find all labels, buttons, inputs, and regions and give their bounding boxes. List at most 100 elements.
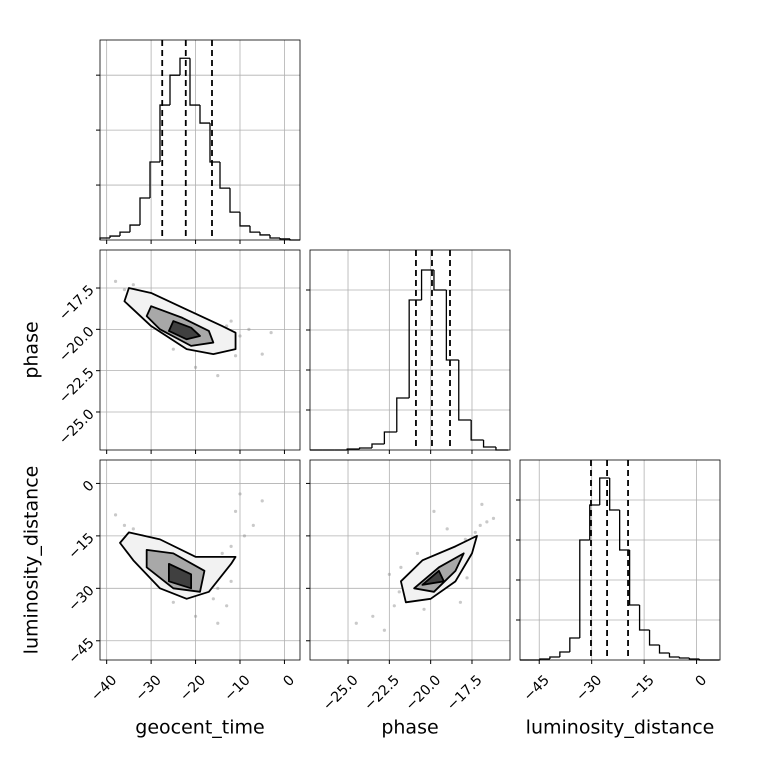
hist-bin [408,299,422,398]
hist-bin [549,656,560,659]
sample-point [371,614,375,618]
x-axis-label: geocent_time [135,717,264,739]
sample-point [216,586,220,590]
y-tick-label: 0 [80,478,98,496]
sample-point [171,347,175,351]
sample-point [238,334,242,338]
sample-point [233,354,238,358]
x-tick-label: −30 [133,672,165,704]
sample-point [211,597,215,601]
hist-bin [239,212,250,227]
y-tick-label: −45 [65,635,97,667]
x-tick-label: −40 [88,672,120,704]
contour [167,320,201,341]
hist-bin [495,447,509,451]
sample-point [122,288,127,292]
x-tick-label: 0 [280,672,298,690]
sample-point [216,621,220,625]
hist-bin [433,270,447,291]
y-axis-label: phase [21,321,43,378]
sample-point [131,283,135,287]
hist-bin [371,443,385,448]
hist-bin [482,440,496,448]
sample-point [216,374,220,378]
hist-bin [445,290,459,361]
sample-point [229,319,233,323]
sample-point [122,523,127,527]
x-axis-label: luminosity_distance [526,717,715,739]
hist-bin [628,550,640,606]
hist-bin [668,653,680,658]
hist-bin [179,57,190,76]
x-tick-label: −25.0 [320,672,362,714]
panel-frame [99,459,301,661]
sample-point [238,492,242,496]
sample-point [225,324,229,328]
contour [421,569,445,586]
hist-bin [209,123,220,163]
hist-bin [638,605,650,631]
sample-point [251,523,255,527]
hist-bin [259,232,270,236]
hist-bin [358,447,372,449]
hist-bin [420,269,434,300]
sample-point [458,600,463,604]
x-tick-label: −17.5 [444,672,486,714]
hist-bin [269,234,280,239]
hist-bin [199,105,210,124]
hist-bin [169,74,180,106]
y-axis-label: luminosity_distance [21,466,43,655]
sample-point [465,576,469,580]
sample-point [432,509,436,513]
sample-point [392,604,396,608]
hist-bin [229,188,240,213]
sample-point [422,607,426,611]
hist-bin [688,658,700,660]
hist-bin [559,651,570,657]
panel-frame [309,459,511,661]
hist-bin [609,478,620,511]
panel-frame [309,249,511,451]
hist-bin [383,431,397,444]
x-tick-label: −45 [521,672,553,704]
hist-bin [109,235,120,239]
hist-bin [470,420,484,441]
sample-point [445,527,449,531]
y-tick-label: −30 [65,583,97,615]
sample-point [113,279,118,284]
y-tick-label: −25.0 [56,406,98,448]
y-tick-label: −22.5 [56,365,98,407]
sample-point [131,527,135,531]
sample-point [193,614,198,618]
x-axis-label: phase [381,717,438,739]
sample-point [247,327,251,331]
contour [167,562,193,590]
hist-bin [678,657,690,659]
sample-point [382,628,386,632]
sample-point [397,590,401,594]
hist-bin [219,161,230,189]
sample-point [480,502,484,507]
x-tick-label: −22.5 [361,672,403,714]
hist-bin [279,238,290,240]
sample-point [473,530,477,534]
sample-point [387,572,391,576]
sample-point [260,352,264,356]
hist-bin [129,224,140,233]
sample-point [225,604,229,608]
hist-bin [648,630,660,646]
hist-bin [159,104,170,162]
x-tick-label: −15 [626,672,658,704]
x-tick-label: −20 [177,672,209,704]
sample-point [491,516,496,520]
hist-bin [569,637,580,652]
sample-point [415,551,420,555]
panel-frame [99,39,301,241]
x-tick-label: −20.0 [403,672,445,714]
x-tick-label: 0 [693,672,711,690]
hist-bin [599,477,610,505]
x-tick-label: −10 [221,672,253,704]
sample-point [260,499,264,503]
sample-point [269,331,273,335]
